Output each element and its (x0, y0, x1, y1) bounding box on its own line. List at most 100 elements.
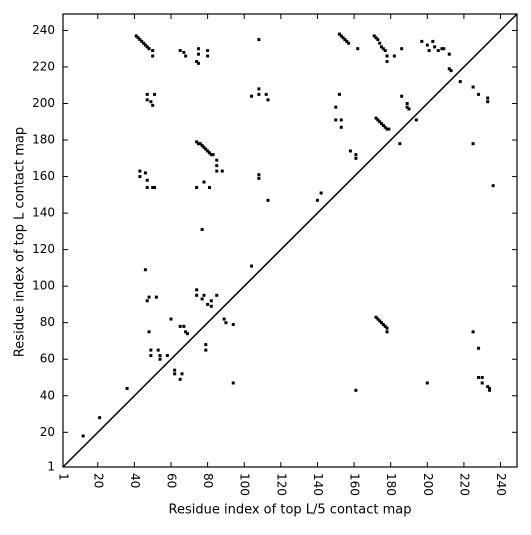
contact-point (319, 191, 323, 195)
x-tick-label: 100 (238, 473, 252, 496)
contact-point (151, 54, 155, 58)
contact-point (207, 186, 211, 190)
contact-point (195, 140, 199, 144)
contact-point (204, 343, 208, 347)
contact-point (488, 386, 492, 390)
contact-point (202, 145, 206, 149)
contact-point (447, 52, 451, 56)
contact-point (385, 54, 389, 58)
contact-point (425, 43, 429, 47)
contact-point (125, 386, 129, 390)
y-tick-label: 1 (47, 460, 55, 474)
y-tick-label: 220 (32, 59, 55, 73)
plot-frame (62, 13, 518, 468)
contact-point (215, 164, 219, 168)
contact-point (200, 228, 204, 232)
contact-point (354, 153, 358, 157)
contact-point (182, 324, 186, 328)
contact-point (143, 171, 147, 175)
contact-point (491, 184, 495, 188)
contact-point (196, 47, 200, 51)
contact-point (354, 156, 358, 160)
contact-point (339, 125, 343, 129)
contact-point (398, 142, 402, 146)
contact-point (383, 324, 387, 328)
contact-point (138, 169, 142, 173)
y-tick-label: 240 (32, 23, 55, 37)
contact-point (378, 120, 382, 124)
contact-point (480, 381, 484, 385)
contact-point (420, 39, 424, 43)
contact-point (427, 49, 431, 53)
contact-point (204, 348, 208, 352)
contact-point (206, 54, 210, 58)
contact-point (383, 49, 387, 53)
contact-point (376, 118, 380, 122)
contact-point (158, 354, 162, 358)
contact-point (431, 39, 435, 43)
contact-point (440, 47, 444, 51)
contact-point (142, 41, 146, 45)
y-tick-label: 80 (40, 315, 55, 329)
contact-point (442, 47, 446, 51)
contact-point (376, 317, 380, 321)
x-tick-label: 180 (384, 473, 398, 496)
y-tick-label: 200 (32, 96, 55, 110)
contact-point (407, 107, 411, 111)
contact-point (156, 348, 160, 352)
contact-point (149, 348, 153, 352)
contact-point (173, 368, 177, 372)
contact-point (143, 268, 147, 272)
contact-point (266, 98, 270, 102)
contact-point (374, 116, 378, 120)
contact-point (134, 34, 138, 38)
contact-point (207, 151, 211, 155)
contact-point (81, 434, 85, 438)
contact-point (206, 49, 210, 53)
contact-point (345, 39, 349, 43)
contact-point (182, 50, 186, 54)
contact-point (337, 92, 341, 96)
contact-point (343, 38, 347, 42)
contact-point (151, 49, 155, 53)
contact-point (433, 45, 437, 49)
contact-point (196, 142, 200, 146)
contact-point (222, 317, 226, 321)
contact-point (471, 85, 475, 89)
y-tick-label: 180 (32, 133, 55, 147)
x-tick-label: 60 (165, 473, 179, 488)
contact-point (486, 96, 490, 100)
contact-point (337, 32, 341, 36)
contact-point (147, 330, 151, 334)
contact-point (184, 54, 188, 58)
contact-point (154, 295, 158, 299)
contact-point (250, 94, 254, 98)
contact-point (477, 92, 481, 96)
contact-point (231, 381, 235, 385)
contact-point (195, 293, 199, 297)
contact-point (198, 142, 202, 146)
contact-point (196, 61, 200, 65)
contact-point (200, 297, 204, 301)
contact-point (414, 118, 418, 122)
contact-point (257, 38, 261, 42)
contact-point (224, 321, 228, 325)
contact-point (447, 67, 451, 71)
contact-point (145, 178, 149, 182)
contact-point (153, 186, 157, 190)
contact-point (486, 385, 490, 389)
contact-point (147, 47, 151, 51)
contact-point (385, 59, 389, 63)
contact-point (348, 149, 352, 153)
contact-point (486, 100, 490, 104)
contact-point (204, 147, 208, 151)
contact-point (392, 54, 396, 58)
contact-point (339, 118, 343, 122)
x-tick-label: 1 (57, 473, 71, 481)
contact-point (380, 321, 384, 325)
contact-point (147, 295, 151, 299)
diagonal (62, 13, 518, 468)
contact-point (169, 317, 173, 321)
